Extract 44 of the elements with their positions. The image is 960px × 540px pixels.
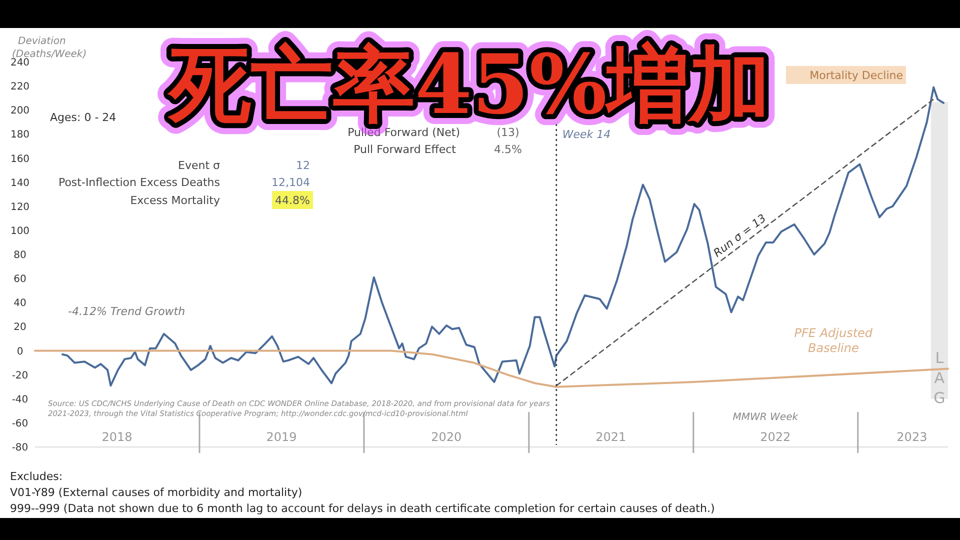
text: Run σ = 13 bbox=[711, 212, 769, 260]
x-axis-title: MMWR Week bbox=[732, 412, 800, 423]
annotation: -4.12% Trend Growth bbox=[68, 305, 186, 318]
y-tick-label: -60 bbox=[12, 418, 28, 430]
y-tick-label: 60 bbox=[14, 274, 26, 286]
y-tick-label: 240 bbox=[10, 58, 30, 68]
x-tick-label: 2018 bbox=[102, 430, 132, 444]
y-tick-label: -80 bbox=[12, 442, 28, 454]
annotation: Post-Inflection Excess Deaths bbox=[58, 176, 220, 189]
y-tick-label: 80 bbox=[14, 250, 26, 261]
text: Excludes: bbox=[10, 470, 63, 483]
annotation: (13) bbox=[496, 126, 520, 139]
annotation: Excess Mortality bbox=[130, 194, 220, 207]
annotation: Pull Forward Effect bbox=[354, 143, 457, 156]
series-label: PFE Adjusted Baseline bbox=[794, 326, 873, 355]
annotation: Event σ bbox=[178, 159, 220, 172]
y-tick-label: 160 bbox=[10, 154, 30, 165]
band-label: LAG bbox=[934, 348, 946, 407]
text: V01-Y89 (External causes of morbidity and mortality) bbox=[10, 486, 302, 499]
y-tick-label: 100 bbox=[10, 226, 30, 237]
x-tick-label: 2020 bbox=[431, 430, 462, 444]
annotation: 4.5% bbox=[494, 143, 522, 156]
y-tick-label: 140 bbox=[10, 178, 30, 189]
y-tick-label: 0 bbox=[16, 346, 24, 358]
annotation: Pulled Forward (Net) bbox=[348, 126, 460, 139]
annotation: 44.8% bbox=[275, 194, 310, 207]
y-tick-label: -40 bbox=[12, 394, 28, 406]
x-tick-label: 2021 bbox=[596, 430, 626, 444]
y-tick-label: 20 bbox=[14, 322, 26, 334]
x-tick-label: 2022 bbox=[760, 430, 791, 444]
annotation: 12,104 bbox=[272, 176, 310, 189]
ref-line-label: Week 14 bbox=[562, 128, 611, 141]
y-tick-label: 180 bbox=[10, 130, 30, 141]
y-tick-label: 220 bbox=[10, 82, 30, 93]
x-tick-label: 2023 bbox=[896, 430, 928, 444]
y-tick-label: 200 bbox=[10, 106, 30, 117]
annotation: Ages: 0 - 24 bbox=[50, 111, 116, 124]
annotation: Mortality Decline bbox=[810, 69, 904, 82]
y-tick-label: 120 bbox=[10, 202, 30, 213]
text: 999--999 (Data not shown due to 6 month lag to account for delays in death certificate completion for certain causes of death.) bbox=[10, 502, 715, 515]
y-tick-label: -20 bbox=[12, 370, 28, 382]
annotation: 12 bbox=[296, 159, 310, 172]
y-tick-label: 40 bbox=[14, 298, 26, 310]
x-tick-label: 2019 bbox=[266, 430, 297, 444]
